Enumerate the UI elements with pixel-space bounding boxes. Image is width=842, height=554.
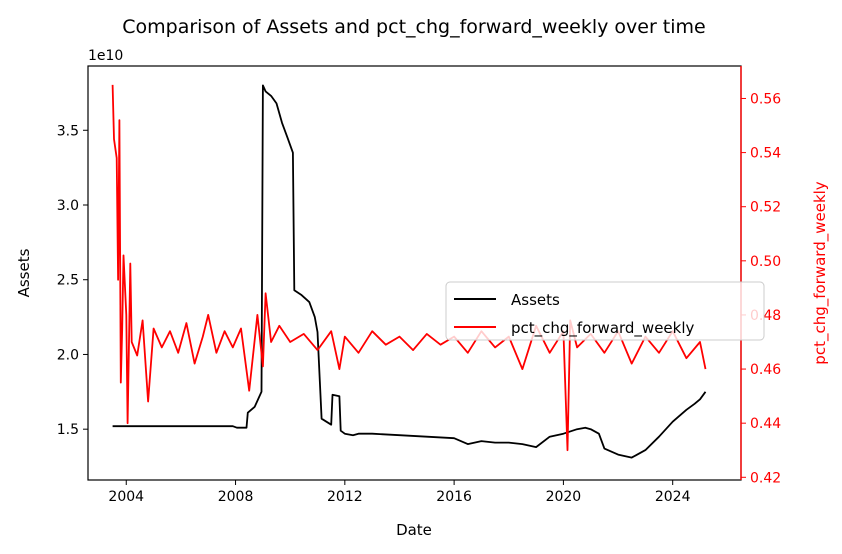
right-tick-label: 0.50	[750, 254, 781, 270]
right-tick-label: 0.42	[750, 470, 781, 486]
chart-title: Comparison of Assets and pct_chg_forward…	[122, 16, 705, 38]
assets-series-line	[112, 84, 707, 459]
x-axis-label: Date	[396, 521, 432, 539]
right-tick-label: 0.52	[750, 200, 781, 216]
left-tick-label: 3.5	[57, 123, 79, 139]
right-tick-label: 0.54	[750, 146, 781, 162]
x-tick-label: 2020	[546, 489, 582, 505]
legend-frame	[445, 281, 765, 341]
left-tick-label: 1.5	[57, 422, 79, 438]
plot-area	[87, 65, 742, 481]
x-tick-label: 2024	[655, 489, 691, 505]
right-tick-label: 0.44	[750, 416, 781, 432]
x-tick-label: 2004	[108, 489, 144, 505]
left-tick-label: 2.0	[57, 347, 79, 363]
left-tick-label: 2.5	[57, 273, 79, 289]
legend: Assets pct_chg_forward_weekly	[445, 281, 765, 341]
pct-chg-series-line	[111, 84, 707, 452]
x-tick-label: 2016	[436, 489, 472, 505]
left-tick-label: 3.0	[57, 198, 79, 214]
left-axis-offset-label: 1e10	[88, 48, 123, 64]
left-axis-label: Assets	[15, 248, 33, 297]
x-tick-label: 2012	[327, 489, 363, 505]
x-tick-label: 2008	[218, 489, 254, 505]
legend-pct-label: pct_chg_forward_weekly	[511, 319, 695, 338]
right-axis-label: pct_chg_forward_weekly	[811, 181, 830, 365]
right-tick-label: 0.46	[750, 362, 781, 378]
right-tick-label: 0.56	[750, 91, 781, 107]
legend-assets-label: Assets	[511, 291, 560, 309]
